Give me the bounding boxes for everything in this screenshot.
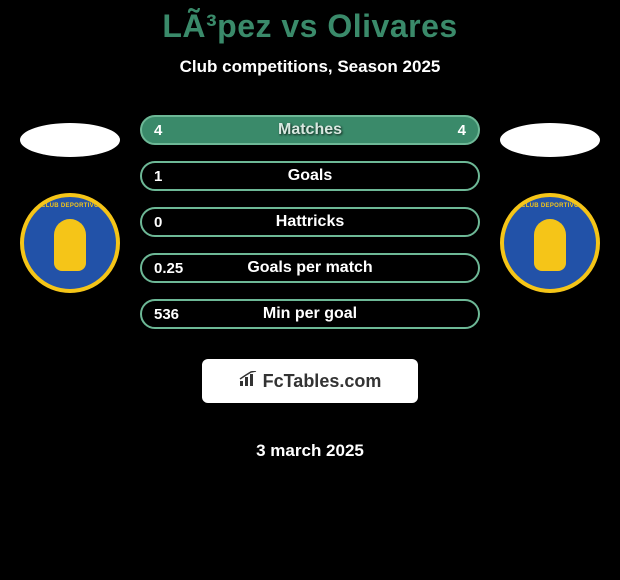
stat-bar-goals-per-match: 0.25 Goals per match (140, 253, 480, 283)
page-title: LÃ³pez vs Olivares (162, 8, 457, 45)
stat-bar-hattricks: 0 Hattricks (140, 207, 480, 237)
right-badge-inner (534, 219, 566, 271)
stat-left-value: 536 (154, 306, 194, 323)
page-subtitle: Club competitions, Season 2025 (180, 57, 441, 77)
right-club-badge: CLUB DEPORTIVO (500, 193, 600, 293)
stat-left-value: 0 (154, 214, 194, 231)
stat-label: Goals per match (247, 259, 372, 277)
stat-label: Matches (278, 121, 342, 139)
right-avatar-placeholder (500, 123, 600, 157)
stat-left-value: 0.25 (154, 260, 194, 277)
attribution-text: FcTables.com (263, 371, 382, 392)
right-player-col: CLUB DEPORTIVO (490, 115, 610, 293)
stat-bar-matches: 4 Matches 4 (140, 115, 480, 145)
stat-label: Min per goal (263, 305, 357, 323)
stat-bar-goals: 1 Goals (140, 161, 480, 191)
attribution-box: FcTables.com (202, 359, 418, 403)
stat-bar-min-per-goal: 536 Min per goal (140, 299, 480, 329)
right-badge-top-text: CLUB DEPORTIVO (504, 203, 596, 209)
left-club-badge: CLUB DEPORTIVO (20, 193, 120, 293)
stat-right-value: 4 (426, 122, 466, 139)
date-label: 3 march 2025 (256, 441, 364, 461)
left-player-col: CLUB DEPORTIVO (10, 115, 130, 293)
left-badge-top-text: CLUB DEPORTIVO (24, 203, 116, 209)
stats-column: 4 Matches 4 1 Goals 0 Hattricks 0.25 Goa… (130, 115, 490, 461)
left-badge-inner (54, 219, 86, 271)
stat-left-value: 1 (154, 168, 194, 185)
left-avatar-placeholder (20, 123, 120, 157)
stat-label: Goals (288, 167, 332, 185)
comparison-row: CLUB DEPORTIVO 4 Matches 4 1 Goals 0 Hat… (0, 115, 620, 461)
stat-left-value: 4 (154, 122, 194, 139)
stat-label: Hattricks (276, 213, 344, 231)
chart-icon (239, 371, 259, 392)
